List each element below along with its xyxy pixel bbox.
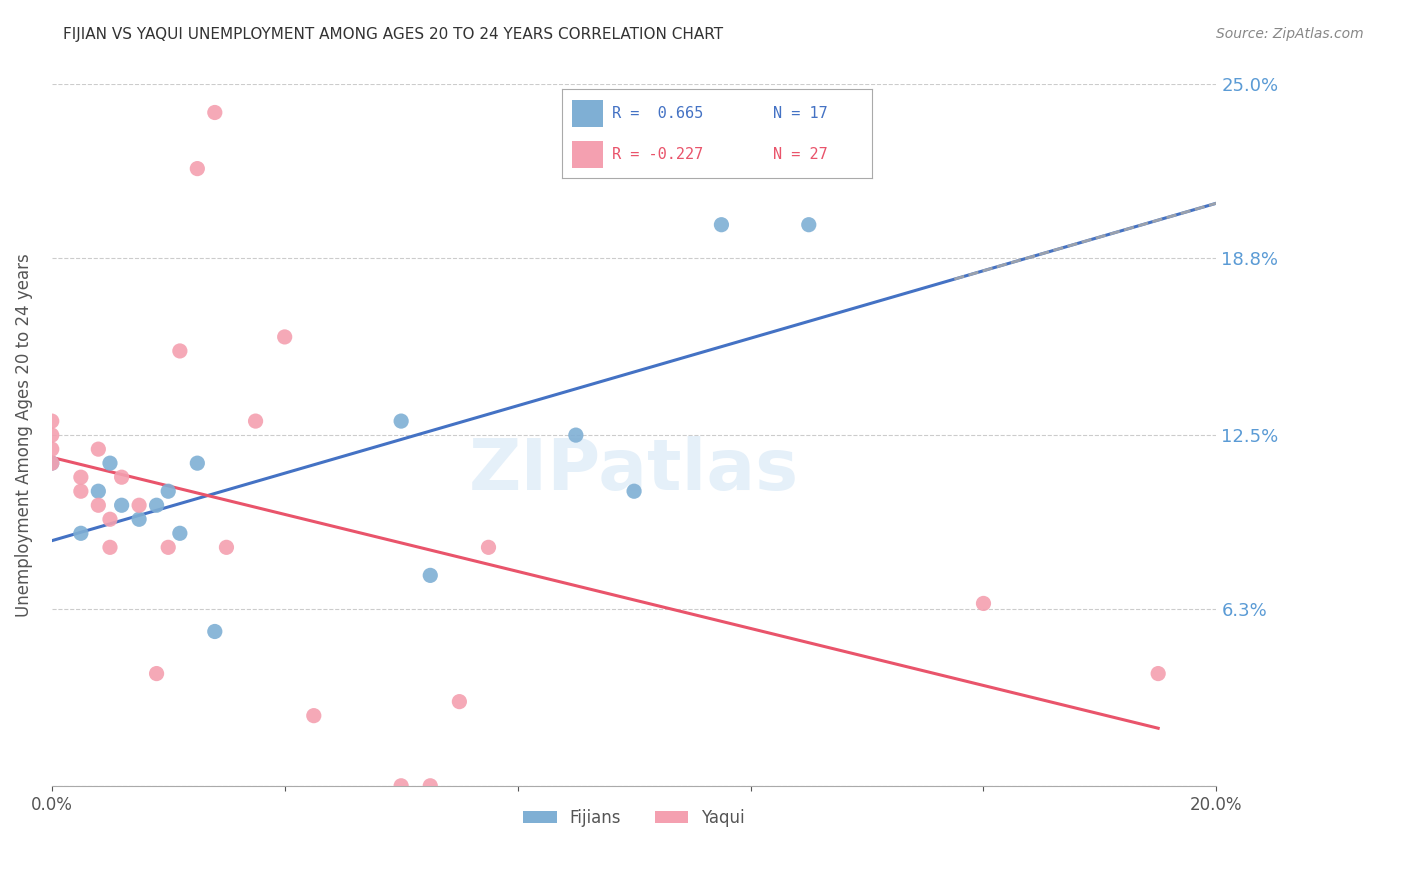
Point xyxy=(1147,666,1170,681)
Point xyxy=(565,428,588,442)
Point xyxy=(41,428,63,442)
Point xyxy=(797,218,820,232)
Text: N = 17: N = 17 xyxy=(773,106,828,120)
Point xyxy=(204,624,226,639)
Point xyxy=(98,541,121,555)
Point xyxy=(111,470,134,484)
Point xyxy=(169,526,191,541)
Point xyxy=(157,541,180,555)
Point xyxy=(389,779,412,793)
Point xyxy=(972,596,994,610)
Text: R = -0.227: R = -0.227 xyxy=(612,147,703,161)
Point xyxy=(41,456,63,470)
Point xyxy=(87,484,110,499)
Point xyxy=(70,484,93,499)
Point xyxy=(70,470,93,484)
Point xyxy=(245,414,267,428)
Point xyxy=(128,512,150,526)
Text: ZIPatlas: ZIPatlas xyxy=(470,435,799,505)
Point xyxy=(389,414,412,428)
Legend: Fijians, Yaqui: Fijians, Yaqui xyxy=(516,802,752,833)
Text: Source: ZipAtlas.com: Source: ZipAtlas.com xyxy=(1216,27,1364,41)
Point xyxy=(128,498,150,512)
Text: R =  0.665: R = 0.665 xyxy=(612,106,703,120)
Point xyxy=(273,330,295,344)
Point xyxy=(302,708,325,723)
Point xyxy=(186,161,208,176)
Point xyxy=(623,484,645,499)
Point xyxy=(70,526,93,541)
Point xyxy=(87,498,110,512)
Point xyxy=(419,568,441,582)
Point xyxy=(98,512,121,526)
Bar xyxy=(572,100,603,127)
Point xyxy=(186,456,208,470)
Point xyxy=(157,484,180,499)
Point xyxy=(145,666,167,681)
Point xyxy=(477,541,499,555)
Point xyxy=(215,541,238,555)
Point xyxy=(41,442,63,457)
Text: N = 27: N = 27 xyxy=(773,147,828,161)
Bar xyxy=(572,141,603,168)
Point xyxy=(41,414,63,428)
Point xyxy=(87,442,110,457)
Point xyxy=(111,498,134,512)
Point xyxy=(98,456,121,470)
Y-axis label: Unemployment Among Ages 20 to 24 years: Unemployment Among Ages 20 to 24 years xyxy=(15,253,32,617)
Point xyxy=(41,456,63,470)
Point xyxy=(449,695,471,709)
Point xyxy=(204,105,226,120)
Point xyxy=(145,498,167,512)
Point xyxy=(710,218,733,232)
Point xyxy=(169,343,191,358)
Text: FIJIAN VS YAQUI UNEMPLOYMENT AMONG AGES 20 TO 24 YEARS CORRELATION CHART: FIJIAN VS YAQUI UNEMPLOYMENT AMONG AGES … xyxy=(63,27,724,42)
Point xyxy=(419,779,441,793)
